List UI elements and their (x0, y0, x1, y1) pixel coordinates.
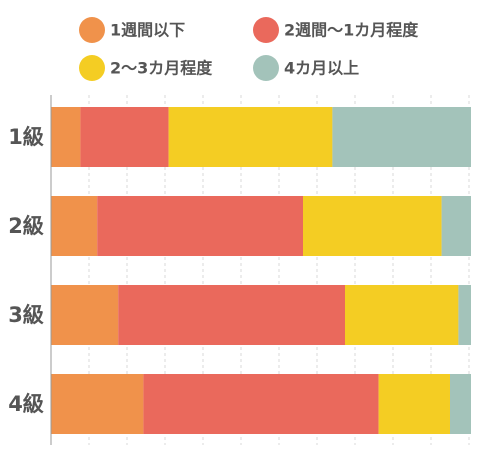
bar-segment-1-1 (51, 107, 81, 167)
legend-label: 2〜3カ月程度 (110, 59, 213, 78)
legend-label: 2週間〜1カ月程度 (284, 21, 419, 40)
legend-swatch (79, 17, 105, 43)
bar-segment-1-3 (168, 107, 333, 167)
bars (51, 107, 471, 434)
legend-label: 1週間以下 (110, 21, 185, 40)
bar-segment-4-1 (51, 374, 144, 434)
legend-label: 4カ月以上 (284, 59, 359, 78)
bar-segment-4-4 (450, 374, 471, 434)
legend-swatch (79, 55, 105, 81)
bar-segment-4-3 (378, 374, 450, 434)
bar-segment-3-4 (458, 285, 471, 345)
bar-segment-4-2 (143, 374, 379, 434)
bar-segment-2-3 (303, 196, 442, 256)
grid-lines (50, 95, 470, 445)
bar-segment-3-3 (345, 285, 459, 345)
legend-swatch (253, 55, 279, 81)
category-label: 2級 (8, 214, 44, 238)
bar-segment-1-2 (80, 107, 169, 167)
legend-swatch (253, 17, 279, 43)
legend: 1週間以下 2週間〜1カ月程度 2〜3カ月程度 4カ月以上 (79, 17, 419, 81)
bar-segment-3-1 (51, 285, 119, 345)
category-label: 1級 (8, 125, 44, 149)
category-axis: 1級 2級 3級 4級 (8, 95, 52, 445)
bar-segment-2-4 (441, 196, 471, 256)
bar-segment-1-4 (332, 107, 471, 167)
bar-segment-2-1 (51, 196, 98, 256)
bar-segment-2-2 (97, 196, 303, 256)
category-label: 4級 (8, 392, 44, 416)
bar-segment-3-2 (118, 285, 345, 345)
category-label: 3級 (8, 303, 44, 327)
